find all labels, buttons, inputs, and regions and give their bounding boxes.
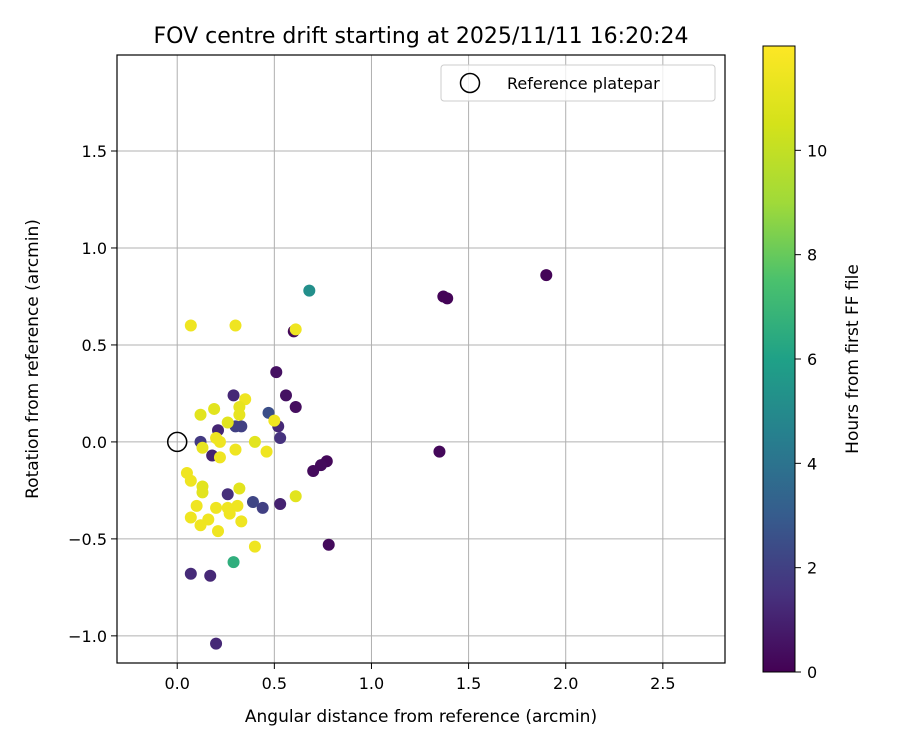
y-tick-label: 0.5 [82, 336, 107, 355]
data-point [274, 432, 287, 445]
data-point [433, 445, 446, 458]
data-points [180, 269, 553, 650]
data-point [270, 366, 283, 379]
data-point [213, 451, 226, 464]
colorbar-gradient [762, 45, 796, 673]
data-point [274, 497, 287, 510]
data-point [194, 519, 207, 532]
data-point [246, 496, 259, 509]
colorbar-tick-label: 6 [807, 350, 817, 369]
data-point [184, 319, 197, 332]
reference-platepar-marker [166, 431, 188, 453]
legend-entry-label: Reference platepar [507, 74, 660, 93]
colorbar: 0 2 4 6 8 10 Hours from first FF file [762, 45, 863, 682]
x-tick-label: 1.5 [456, 674, 481, 693]
colorbar-tick-label: 10 [807, 141, 827, 160]
data-point [208, 402, 221, 415]
data-point [184, 474, 197, 487]
data-point [227, 556, 240, 569]
data-point [248, 540, 261, 553]
data-point [235, 420, 248, 433]
colorbar-tick-label: 4 [807, 454, 817, 473]
data-point [289, 323, 302, 336]
colorbar-tick-label: 0 [807, 663, 817, 682]
data-point [221, 416, 234, 429]
data-point [221, 488, 234, 501]
legend-box [440, 64, 716, 102]
data-point [223, 507, 236, 520]
colorbar-tick-label: 8 [807, 246, 817, 265]
y-axis-ticks: −1.0 −0.5 0.0 0.5 1.0 1.5 [68, 142, 117, 646]
data-point [227, 389, 240, 402]
y-tick-label: 1.5 [82, 142, 107, 161]
y-tick-label: −1.0 [68, 627, 107, 646]
data-point [229, 443, 242, 456]
colorbar-tick-label: 2 [807, 559, 817, 578]
grid-lines [117, 55, 725, 663]
colorbar-label: Hours from first FF file [843, 264, 863, 454]
data-point [307, 465, 320, 477]
data-point [213, 435, 226, 448]
data-point [194, 408, 207, 421]
chart-title: FOV centre drift starting at 2025/11/11 … [154, 24, 689, 49]
plot-frame [116, 54, 726, 664]
x-axis-label: Angular distance from reference (arcmin) [245, 707, 597, 727]
y-axis-label: Rotation from reference (arcmin) [23, 219, 43, 499]
data-point [212, 525, 225, 538]
data-point [184, 511, 197, 524]
data-point [268, 414, 281, 427]
y-tick-label: 1.0 [82, 239, 107, 258]
data-point [229, 319, 242, 332]
data-point [235, 515, 248, 528]
data-point [233, 408, 246, 421]
data-point [196, 441, 209, 454]
x-tick-label: 1.0 [359, 674, 384, 693]
data-point [256, 501, 269, 514]
x-tick-label: 2.0 [553, 674, 578, 693]
x-axis-ticks: 0.0 0.5 1.0 1.5 2.0 2.5 [164, 663, 676, 693]
colorbar-ticks: 0 2 4 6 8 10 [795, 141, 827, 682]
data-point [260, 445, 273, 458]
data-point [248, 435, 261, 448]
data-point [441, 292, 454, 305]
x-tick-label: 2.5 [650, 674, 675, 693]
data-point [322, 538, 335, 551]
data-point [190, 499, 203, 512]
data-point [184, 567, 197, 580]
data-point [233, 482, 246, 495]
legend-marker-icon [459, 72, 481, 94]
data-point [279, 389, 292, 402]
data-point [204, 569, 217, 582]
data-point [196, 486, 209, 499]
data-point [210, 637, 223, 650]
data-point [540, 269, 553, 282]
data-point [303, 284, 316, 297]
legend: Reference platepar [440, 64, 716, 102]
y-tick-label: −0.5 [68, 530, 107, 549]
x-tick-label: 0.5 [262, 674, 287, 693]
y-tick-label: 0.0 [82, 433, 107, 452]
data-point [231, 499, 244, 512]
data-point [210, 501, 223, 514]
data-point [289, 401, 302, 413]
x-tick-label: 0.0 [164, 674, 189, 693]
data-point [289, 490, 302, 503]
